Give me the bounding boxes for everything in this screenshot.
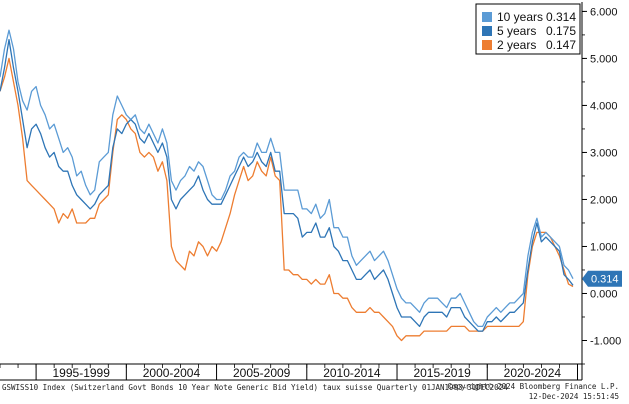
series-line-2-years	[0, 57, 574, 342]
y-tick-label: 1.000	[590, 241, 618, 253]
y-tick-label: 4.000	[590, 100, 618, 112]
y-tick-label: 6.000	[590, 6, 618, 18]
y-tick-label: 0.000	[590, 288, 618, 300]
y-tick-label: 3.000	[590, 147, 618, 159]
x-tick-label: 2020-2024	[504, 366, 562, 380]
legend-value: 0.147	[546, 38, 576, 52]
current-value-box	[582, 270, 622, 287]
x-tick-label: 2005-2009	[233, 366, 291, 380]
legend-swatch	[482, 12, 492, 22]
x-tick-label: 2015-2019	[413, 366, 471, 380]
legend-label: 5 years	[497, 24, 536, 38]
legend: 10 years 0.314 5 years 0.175 2 years 0.147	[475, 3, 581, 55]
current-value-marker: 0.314	[582, 270, 622, 287]
x-axis: 1995-1999 2000-2004 2005-2009 2010-2014 2015…	[0, 363, 582, 381]
x-tick-label: 2000-2004	[143, 366, 201, 380]
legend-value: 0.314	[546, 10, 576, 24]
series-line-5-years	[0, 38, 574, 332]
current-value-text: 0.314	[591, 274, 619, 286]
copyright-block: Copyright© 2024 Bloomberg Finance L.P. 1…	[447, 382, 619, 402]
legend-swatch	[482, 26, 492, 36]
legend-label: 2 years	[497, 38, 536, 52]
legend-swatch	[482, 40, 492, 50]
y-tick-label: -1.000	[590, 335, 621, 347]
series-lines	[0, 29, 574, 342]
x-tick-label: 2010-2014	[323, 366, 381, 380]
x-tick-label: 1995-1999	[53, 366, 111, 380]
chart-description: GSWISS10 Index (Switzerland Govt Bonds 1…	[2, 383, 508, 392]
copyright-text: Copyright© 2024 Bloomberg Finance L.P.	[447, 382, 619, 391]
legend-value: 0.175	[546, 24, 576, 38]
y-axis: -1.000 0.000 1.000 2.000 3.000 4.000 5.000 6.00…	[581, 2, 621, 380]
y-tick-label: 2.000	[590, 194, 618, 206]
y-tick-label: 5.000	[590, 53, 618, 65]
legend-label: 10 years	[497, 10, 543, 24]
timestamp-text: 12-Dec-2024 15:51:45	[528, 392, 619, 401]
series-line-10-years	[0, 29, 574, 328]
legend-box	[475, 3, 581, 55]
